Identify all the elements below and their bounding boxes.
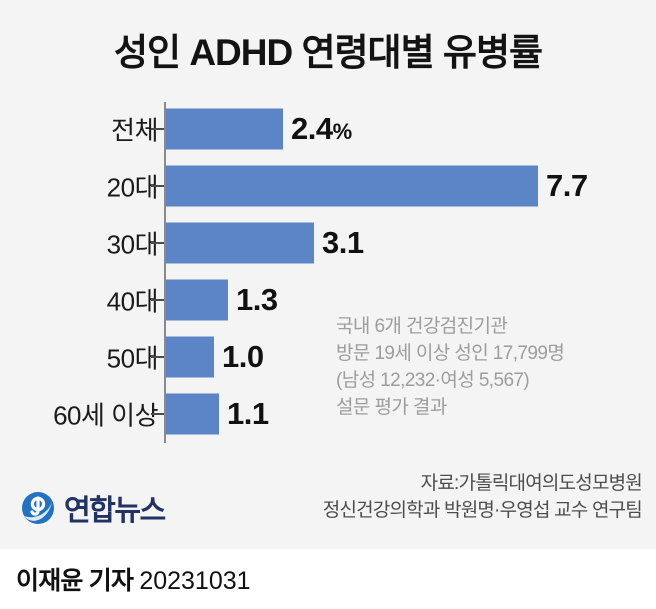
- value-label: 3.1: [322, 225, 364, 261]
- bar-segment: [166, 336, 214, 377]
- axis-tick: [151, 241, 164, 244]
- axis-tick: [151, 184, 164, 187]
- yonhap-logo-mark: [22, 492, 54, 524]
- value-label: 1.1: [227, 396, 269, 432]
- chart-row: 전체 2.4%: [0, 100, 656, 157]
- axis-tick: [151, 127, 164, 130]
- value-number: 7.7: [546, 167, 588, 203]
- publish-date: 20231031: [139, 567, 251, 595]
- bar-segment: [166, 393, 219, 434]
- category-label: 20대: [106, 172, 159, 202]
- value-label: 2.4%: [291, 111, 352, 147]
- value-number: 1.1: [227, 395, 269, 431]
- chart-row: 30대 3.1: [0, 214, 656, 271]
- axis-tick: [151, 298, 164, 301]
- value-number: 2.4: [291, 110, 333, 146]
- chart-row: 40대 1.3: [0, 271, 656, 328]
- value-number: 1.3: [236, 281, 278, 317]
- annotation-line: 국내 6개 건강검진기관: [336, 316, 508, 337]
- source-line: 정신건강의학과 박원명·우영섭 교수 연구팀: [322, 500, 643, 521]
- source-attribution: 자료:가톨릭대여의도성모병원 정신건강의학과 박원명·우영섭 교수 연구팀: [322, 470, 643, 524]
- chart-title: 성인 ADHD 연령대별 유병률: [113, 32, 543, 73]
- category-label: 30대: [106, 229, 159, 259]
- bar-segment: [166, 279, 228, 320]
- category-label: 50대: [106, 343, 159, 373]
- chart-axis-line: [164, 102, 166, 443]
- yonhap-news-logo: 연합뉴스: [18, 487, 166, 529]
- value-unit: %: [332, 118, 353, 144]
- bar-chart-plot: 전체 2.4% 20대 7.7 30대 3.1 40대: [0, 100, 656, 445]
- annotation-line: 설문 평가 결과: [336, 397, 447, 418]
- reporter-name: 이재윤 기자: [16, 567, 134, 595]
- chart-row: 20대 7.7: [0, 157, 656, 214]
- source-line: 자료:가톨릭대여의도성모병원: [420, 473, 643, 494]
- bar-segment: [166, 222, 314, 263]
- chart-row: 50대 1.0: [0, 328, 656, 385]
- axis-tick: [151, 355, 164, 358]
- value-label: 7.7: [546, 168, 588, 204]
- byline: 이재윤 기자 20231031: [16, 561, 251, 597]
- category-label: 60세 이상: [53, 400, 158, 430]
- bar-segment: [166, 108, 283, 149]
- footer-bar: 이재윤 기자 20231031: [0, 549, 656, 609]
- value-label: 1.3: [236, 282, 278, 318]
- chart-row: 60세 이상 1.1: [0, 385, 656, 442]
- value-number: 1.0: [222, 338, 264, 374]
- annotation-line: (남성 12,232·여성 5,567): [336, 370, 530, 391]
- yonhap-logo-text: 연합뉴스: [64, 495, 166, 527]
- bar-segment: [166, 165, 538, 206]
- axis-tick: [151, 412, 164, 415]
- value-number: 3.1: [322, 224, 364, 260]
- value-label: 1.0: [222, 339, 264, 375]
- category-label: 전체: [111, 115, 158, 145]
- infographic-panel: 성인 ADHD 연령대별 유병률 전체 2.4% 20대 7.7 30대 3.1: [0, 0, 656, 549]
- category-label: 40대: [106, 286, 159, 316]
- chart-annotation: 국내 6개 건강검진기관 방문 19세 이상 성인 17,799명 (남성 12…: [336, 313, 565, 421]
- annotation-line: 방문 19세 이상 성인 17,799명: [336, 343, 565, 364]
